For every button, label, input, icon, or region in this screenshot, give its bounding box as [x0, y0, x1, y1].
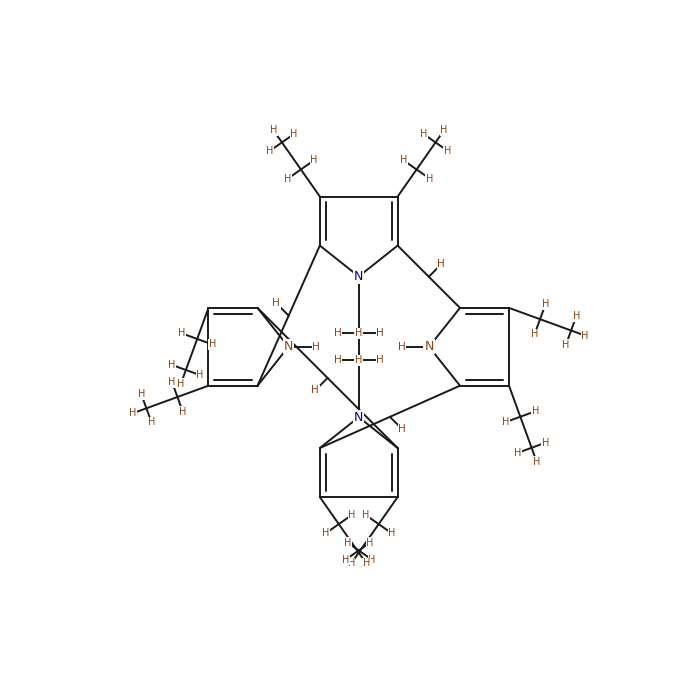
Text: H: H	[362, 510, 370, 520]
Text: H: H	[312, 385, 319, 395]
Text: H: H	[502, 417, 509, 427]
Text: H: H	[562, 340, 570, 349]
Text: H: H	[582, 331, 589, 340]
Text: H: H	[426, 174, 433, 183]
Text: H: H	[533, 457, 540, 467]
Text: H: H	[542, 299, 550, 309]
Text: H: H	[355, 329, 363, 338]
Text: H: H	[398, 342, 405, 352]
Text: H: H	[376, 329, 384, 338]
Text: H: H	[542, 437, 550, 448]
Text: H: H	[168, 377, 176, 387]
Text: H: H	[573, 311, 580, 322]
Text: N: N	[354, 270, 363, 283]
Text: H: H	[177, 379, 185, 389]
Text: H: H	[348, 510, 356, 520]
Text: H: H	[368, 555, 376, 565]
Text: H: H	[419, 129, 427, 139]
Text: H: H	[376, 355, 384, 365]
Text: H: H	[284, 174, 291, 183]
Text: H: H	[266, 146, 274, 156]
Text: H: H	[312, 342, 320, 352]
Text: H: H	[270, 125, 277, 135]
Text: H: H	[272, 298, 280, 308]
Text: H: H	[334, 329, 342, 338]
Text: N: N	[424, 340, 434, 354]
Text: H: H	[179, 407, 187, 417]
Text: H: H	[398, 424, 406, 435]
Text: H: H	[322, 528, 330, 538]
Text: H: H	[178, 329, 186, 338]
Text: H: H	[400, 155, 407, 165]
Text: N: N	[354, 410, 363, 424]
Text: H: H	[438, 260, 445, 269]
Text: H: H	[129, 408, 136, 419]
Text: H: H	[290, 129, 298, 139]
Text: H: H	[168, 360, 176, 370]
Text: N: N	[284, 340, 293, 354]
Text: H: H	[347, 558, 355, 568]
Text: H: H	[196, 370, 204, 380]
Text: H: H	[138, 390, 145, 399]
Text: H: H	[363, 558, 370, 568]
Text: H: H	[440, 125, 448, 135]
Text: H: H	[334, 355, 342, 365]
Text: H: H	[344, 538, 351, 547]
Text: H: H	[514, 448, 522, 458]
Text: H: H	[148, 417, 155, 428]
Text: H: H	[310, 155, 318, 165]
Text: H: H	[388, 528, 395, 538]
Text: H: H	[366, 538, 374, 547]
Text: H: H	[531, 329, 538, 339]
Text: H: H	[531, 406, 539, 417]
Text: H: H	[342, 555, 349, 565]
Text: H: H	[355, 355, 363, 365]
Text: H: H	[209, 339, 216, 349]
Text: H: H	[444, 146, 452, 156]
